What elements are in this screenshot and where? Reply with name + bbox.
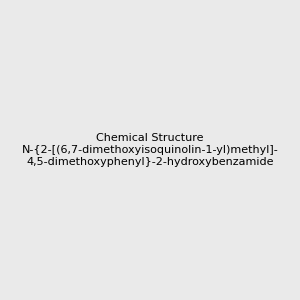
Text: Chemical Structure
N-{2-[(6,7-dimethoxyisoquinolin-1-yl)methyl]-
4,5-dimethoxyph: Chemical Structure N-{2-[(6,7-dimethoxyi…: [22, 134, 278, 166]
